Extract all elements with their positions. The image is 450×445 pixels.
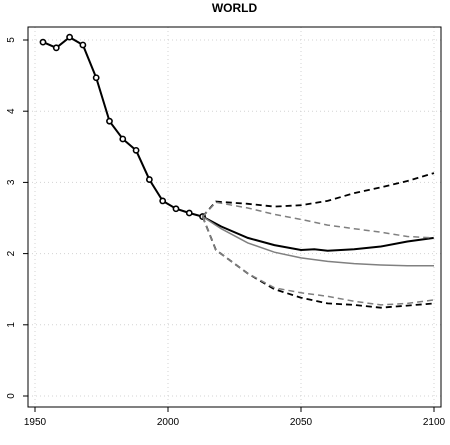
series-observed bbox=[42, 35, 203, 218]
data-point bbox=[119, 135, 127, 143]
data-point bbox=[159, 197, 167, 205]
data-point bbox=[132, 146, 140, 154]
series-layer bbox=[39, 33, 435, 309]
x-tick-label: 1950 bbox=[24, 417, 47, 428]
data-point bbox=[185, 209, 193, 217]
series-alt-lower-80 bbox=[201, 216, 435, 306]
y-tick-label: 2 bbox=[6, 250, 17, 256]
data-point bbox=[106, 117, 113, 125]
data-point bbox=[172, 205, 180, 213]
x-tick-label: 2100 bbox=[423, 417, 446, 428]
data-point bbox=[145, 176, 153, 183]
series-lower-95 bbox=[201, 216, 435, 309]
data-point bbox=[52, 44, 60, 52]
x-tick-label: 2050 bbox=[290, 417, 313, 428]
series-median bbox=[202, 215, 435, 252]
grid bbox=[28, 27, 441, 407]
y-tick-label: 4 bbox=[6, 108, 17, 114]
series-alt-median bbox=[202, 215, 434, 267]
y-tick-label: 5 bbox=[6, 37, 17, 43]
x-axis: 1950 2000 2050 2100 bbox=[24, 407, 446, 428]
x-tick-label: 2000 bbox=[157, 417, 180, 428]
series-alt-upper-80 bbox=[202, 201, 435, 239]
y-axis: 0 1 2 3 4 5 bbox=[6, 37, 28, 399]
chart-title: WORLD bbox=[212, 1, 258, 15]
data-point bbox=[79, 41, 87, 49]
y-tick-label: 0 bbox=[6, 393, 17, 399]
series-upper-95 bbox=[201, 172, 435, 218]
plot-frame bbox=[27, 26, 442, 408]
data-point bbox=[66, 33, 73, 41]
data-point bbox=[92, 74, 100, 82]
data-point bbox=[39, 38, 47, 46]
y-tick-label: 3 bbox=[6, 179, 17, 185]
y-tick-label: 1 bbox=[6, 322, 17, 328]
